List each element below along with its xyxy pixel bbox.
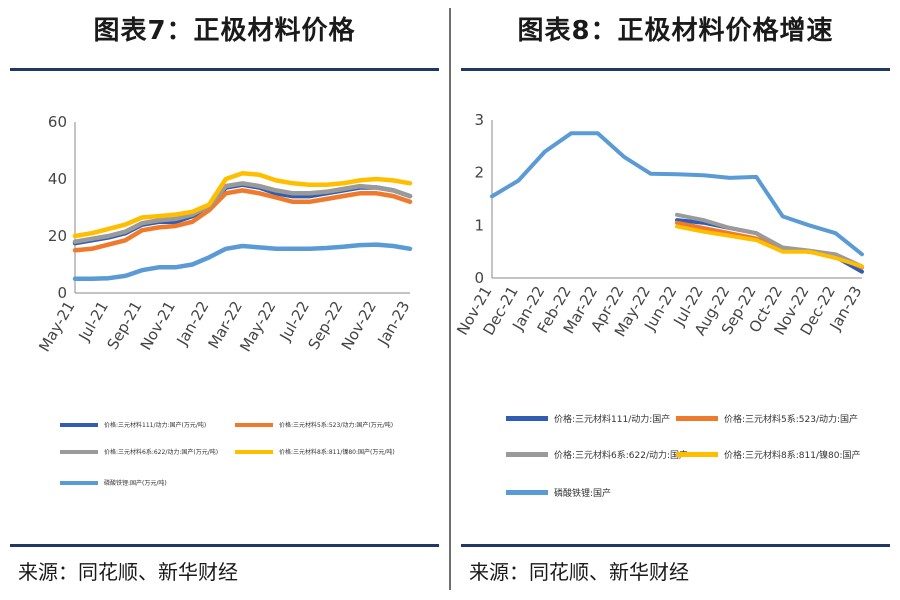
legend-item: 磷酸铁锂:国产 [506,486,611,499]
left-chart-legend: 价格:三元材料111/动力:国产(万元/吨) 价格:三元材料5系:523/动力:国… [60,420,440,520]
left-line-chart: 0204060May-21Jul-21Sep-21Nov-21Jan-22Mar… [35,113,414,355]
legend-label: 磷酸铁锂:国产(万元/吨) [104,480,167,487]
series-line-2 [675,212,864,269]
legend-item: 价格:三元材料111/动力:国产(万元/吨) [60,420,206,429]
right-source-rule [461,544,890,547]
left-title-rule [10,68,439,71]
right-line-chart: 0123Nov-21Dec-21Jan-22Feb-22Mar-22Apr-22… [453,111,865,340]
legend-swatch [676,452,718,457]
right-chart-title: 图表8：正极材料价格增速 [517,16,834,46]
legend-item: 价格:三元材料5系:523/动力:国产(万元/吨) [235,420,393,429]
left-source-note: 来源：同花顺、新华财经 [18,560,238,584]
legend-swatch [506,490,548,495]
y-tick-label: 3 [474,111,484,129]
series-line-4 [72,242,413,282]
y-tick-label: 2 [474,164,484,182]
right-chart-panel: 图表8：正极材料价格增速 0 1 2 3 Nov-21 Dec-21 Jan-22 Feb-2… [451,0,900,600]
legend-swatch [60,422,98,427]
left-chart-panel: 图表7：正极材料价格 0 20 40 60 May-21 Jul-21 Sep-21 Nov-… [0,0,449,600]
right-source-note: 来源：同花顺、新华财经 [469,560,689,584]
left-chart-title: 图表7：正极材料价格 [93,16,356,46]
legend-label: 价格:三元材料6系:622/动力:国产 [554,451,689,461]
y-tick-label: 20 [48,227,67,245]
panel-divider [449,8,451,590]
legend-swatch [235,422,273,427]
legend-swatch [60,449,98,454]
y-tick-label: 60 [48,113,67,131]
legend-item: 价格:三元材料5系:523/动力:国产 [676,412,858,425]
legend-item: 价格:三元材料8系:811/镍80:国产 [676,448,861,461]
series-line-3 [675,224,864,269]
legend-label: 价格:三元材料8系:811/镍80:国产 [724,451,861,461]
legend-label: 价格:三元材料8系:811/镍80:国产(万元/吨) [279,449,395,456]
y-tick-label: 1 [474,216,484,234]
legend-item: 磷酸铁锂:国产(万元/吨) [60,478,167,487]
legend-label: 磷酸铁锂:国产 [554,489,612,499]
legend-item: 价格:三元材料111/动力:国产 [506,412,670,425]
legend-label: 价格:三元材料111/动力:国产(万元/吨) [104,422,207,429]
legend-label: 价格:三元材料111/动力:国产 [554,415,671,425]
legend-label: 价格:三元材料5系:523/动力:国产(万元/吨) [279,422,394,429]
y-tick-label: 40 [48,170,67,188]
right-chart-legend: 价格:三元材料111/动力:国产 价格:三元材料5系:523/动力:国产 价格:三元… [506,412,896,512]
series-line-3 [72,171,413,239]
legend-label: 价格:三元材料6系:622/动力:国产(万元/吨) [104,449,219,456]
x-tick-label: May-21 [35,298,78,355]
legend-item: 价格:三元材料8系:811/镍80:国产(万元/吨) [235,447,395,456]
y-tick-label: 0 [57,284,67,302]
legend-swatch [676,416,718,421]
legend-label: 价格:三元材料5系:523/动力:国产 [724,415,859,425]
series-line-1 [72,188,413,253]
series-line-4 [490,131,864,257]
legend-item: 价格:三元材料6系:622/动力:国产 [506,448,688,461]
legend-swatch [235,449,273,454]
legend-swatch [60,480,98,485]
x-tick-label: Jan-23 [374,298,414,349]
series-line-2 [72,181,413,244]
legend-swatch [506,452,548,457]
legend-swatch [506,416,548,421]
right-title-rule [461,68,890,71]
legend-item: 价格:三元材料6系:622/动力:国产(万元/吨) [60,447,218,456]
y-tick-label: 0 [474,269,484,287]
left-source-rule [10,544,439,547]
